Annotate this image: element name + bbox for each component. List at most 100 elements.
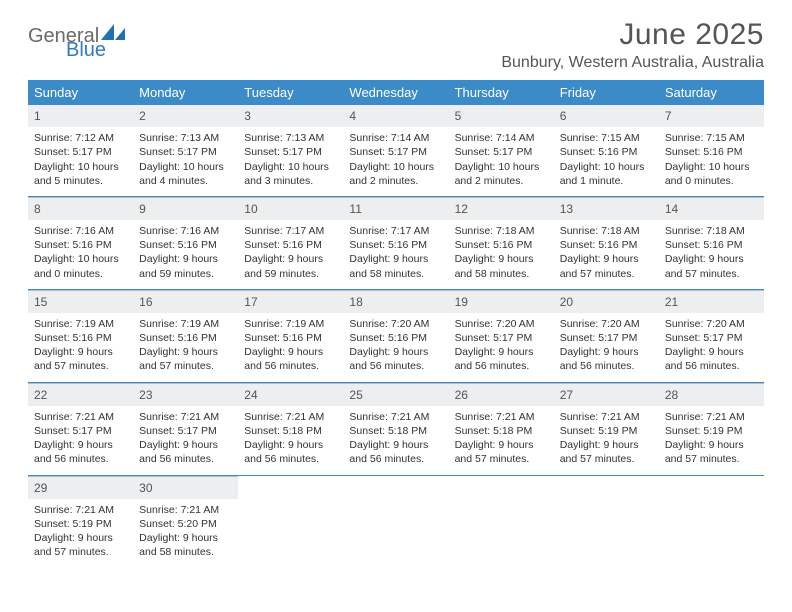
sunrise-text: Sunrise: 7:19 AM bbox=[34, 317, 127, 331]
day-cell-empty bbox=[238, 476, 343, 566]
day-body: Sunrise: 7:12 AMSunset: 5:17 PMDaylight:… bbox=[28, 131, 133, 188]
daylight-text: Daylight: 9 hours and 58 minutes. bbox=[139, 531, 232, 559]
daylight-text: Daylight: 9 hours and 56 minutes. bbox=[560, 345, 653, 373]
sunrise-text: Sunrise: 7:21 AM bbox=[34, 503, 127, 517]
day-cell: 3 Sunrise: 7:13 AMSunset: 5:17 PMDaylight… bbox=[238, 105, 343, 194]
daylight-text: Daylight: 10 hours and 2 minutes. bbox=[349, 160, 442, 188]
daylight-text: Daylight: 9 hours and 57 minutes. bbox=[665, 438, 758, 466]
daylight-text: Daylight: 9 hours and 57 minutes. bbox=[34, 345, 127, 373]
daylight-text: Daylight: 9 hours and 56 minutes. bbox=[34, 438, 127, 466]
day-cell: 13 Sunrise: 7:18 AMSunset: 5:16 PMDayligh… bbox=[554, 197, 659, 287]
day-body: Sunrise: 7:21 AMSunset: 5:18 PMDaylight:… bbox=[343, 410, 448, 467]
day-cell: 23Sunrise: 7:21 AMSunset: 5:17 PMDayligh… bbox=[133, 383, 238, 473]
day-number: 18 bbox=[343, 291, 448, 313]
weekday-header: Thursday bbox=[449, 80, 554, 105]
day-cell: 5Sunrise: 7:14 AMSunset: 5:17 PMDaylight… bbox=[449, 105, 554, 194]
sunrise-text: Sunrise: 7:19 AM bbox=[139, 317, 232, 331]
day-body: Sunrise: 7:13 AMSunset: 5:17 PMDaylight:… bbox=[238, 131, 343, 188]
day-cell: 19Sunrise: 7:20 AMSunset: 5:17 PMDayligh… bbox=[449, 290, 554, 380]
sunrise-text: Sunrise: 7:20 AM bbox=[560, 317, 653, 331]
sunrise-text: Sunrise: 7:18 AM bbox=[560, 224, 653, 238]
day-number: 30 bbox=[133, 477, 238, 499]
daylight-text: Daylight: 10 hours and 2 minutes. bbox=[455, 160, 548, 188]
daylight-text: Daylight: 10 hours and 1 minute. bbox=[560, 160, 653, 188]
sunset-text: Sunset: 5:17 PM bbox=[139, 424, 232, 438]
weekday-header: Saturday bbox=[659, 80, 764, 105]
sunset-text: Sunset: 5:17 PM bbox=[560, 331, 653, 345]
sunrise-text: Sunrise: 7:21 AM bbox=[349, 410, 442, 424]
sunrise-text: Sunrise: 7:12 AM bbox=[34, 131, 127, 145]
day-body: Sunrise: 7:13 AMSunset: 5:17 PMDaylight:… bbox=[133, 131, 238, 188]
day-number: 20 bbox=[554, 291, 659, 313]
page-title: June 2025 bbox=[501, 18, 764, 52]
day-cell-empty bbox=[554, 476, 659, 566]
sunset-text: Sunset: 5:16 PM bbox=[349, 238, 442, 252]
daylight-text: Daylight: 9 hours and 58 minutes. bbox=[455, 252, 548, 280]
daylight-text: Daylight: 9 hours and 56 minutes. bbox=[455, 345, 548, 373]
day-cell: 10Sunrise: 7:17 AMSunset: 5:16 PMDayligh… bbox=[238, 197, 343, 287]
sunrise-text: Sunrise: 7:21 AM bbox=[665, 410, 758, 424]
sunrise-text: Sunrise: 7:21 AM bbox=[139, 410, 232, 424]
sunrise-text: Sunrise: 7:21 AM bbox=[34, 410, 127, 424]
sunrise-text: Sunrise: 7:20 AM bbox=[665, 317, 758, 331]
sunrise-text: Sunrise: 7:21 AM bbox=[139, 503, 232, 517]
weekday-header: Monday bbox=[133, 80, 238, 105]
day-body: Sunrise: 7:17 AMSunset: 5:16 PMDaylight:… bbox=[343, 224, 448, 281]
day-number: 2 bbox=[133, 105, 238, 127]
day-body: Sunrise: 7:21 AMSunset: 5:19 PMDaylight:… bbox=[28, 503, 133, 560]
day-cell: 16Sunrise: 7:19 AMSunset: 5:16 PMDayligh… bbox=[133, 290, 238, 380]
daylight-text: Daylight: 9 hours and 56 minutes. bbox=[349, 438, 442, 466]
daylight-text: Daylight: 9 hours and 57 minutes. bbox=[560, 252, 653, 280]
day-body: Sunrise: 7:20 AMSunset: 5:17 PMDaylight:… bbox=[659, 317, 764, 374]
day-body: Sunrise: 7:21 AMSunset: 5:17 PMDaylight:… bbox=[28, 410, 133, 467]
sunrise-text: Sunrise: 7:21 AM bbox=[455, 410, 548, 424]
day-body: Sunrise: 7:21 AMSunset: 5:17 PMDaylight:… bbox=[133, 410, 238, 467]
daylight-text: Daylight: 9 hours and 56 minutes. bbox=[349, 345, 442, 373]
day-number: 26 bbox=[449, 384, 554, 406]
sunset-text: Sunset: 5:16 PM bbox=[139, 238, 232, 252]
day-body: Sunrise: 7:18 AMSunset: 5:16 PMDaylight:… bbox=[554, 224, 659, 281]
sunset-text: Sunset: 5:18 PM bbox=[455, 424, 548, 438]
day-cell: 20 Sunrise: 7:20 AMSunset: 5:17 PMDayligh… bbox=[554, 290, 659, 380]
sunset-text: Sunset: 5:17 PM bbox=[455, 331, 548, 345]
daylight-text: Daylight: 9 hours and 57 minutes. bbox=[455, 438, 548, 466]
week-row: 1Sunrise: 7:12 AMSunset: 5:17 PMDaylight… bbox=[28, 105, 764, 194]
calendar: Sunday Monday Tuesday Wednesday Thursday… bbox=[28, 80, 764, 565]
day-number: 3 bbox=[238, 105, 343, 127]
sunset-text: Sunset: 5:16 PM bbox=[34, 238, 127, 252]
day-body: Sunrise: 7:19 AMSunset: 5:16 PMDaylight:… bbox=[28, 317, 133, 374]
day-body: Sunrise: 7:18 AMSunset: 5:16 PMDaylight:… bbox=[449, 224, 554, 281]
daylight-text: Daylight: 9 hours and 59 minutes. bbox=[244, 252, 337, 280]
daylight-text: Daylight: 10 hours and 0 minutes. bbox=[34, 252, 127, 280]
daylight-text: Daylight: 9 hours and 57 minutes. bbox=[560, 438, 653, 466]
sunrise-text: Sunrise: 7:21 AM bbox=[560, 410, 653, 424]
day-cell: 11Sunrise: 7:17 AMSunset: 5:16 PMDayligh… bbox=[343, 197, 448, 287]
weekday-header: Sunday bbox=[28, 80, 133, 105]
sunrise-text: Sunrise: 7:21 AM bbox=[244, 410, 337, 424]
week-row: 29 Sunrise: 7:21 AMSunset: 5:19 PMDayligh… bbox=[28, 476, 764, 566]
day-number: 13 bbox=[554, 198, 659, 220]
day-number: 21 bbox=[659, 291, 764, 313]
daylight-text: Daylight: 9 hours and 59 minutes. bbox=[139, 252, 232, 280]
day-cell: 9Sunrise: 7:16 AMSunset: 5:16 PMDaylight… bbox=[133, 197, 238, 287]
weekday-header: Friday bbox=[554, 80, 659, 105]
sunrise-text: Sunrise: 7:15 AM bbox=[560, 131, 653, 145]
daylight-text: Daylight: 9 hours and 57 minutes. bbox=[139, 345, 232, 373]
day-cell-empty bbox=[659, 476, 764, 566]
day-number: 29 bbox=[28, 477, 133, 499]
day-cell: 8Sunrise: 7:16 AMSunset: 5:16 PMDaylight… bbox=[28, 197, 133, 287]
day-number: 22 bbox=[28, 384, 133, 406]
sunrise-text: Sunrise: 7:14 AM bbox=[349, 131, 442, 145]
day-body: Sunrise: 7:18 AMSunset: 5:16 PMDaylight:… bbox=[659, 224, 764, 281]
day-cell: 7Sunrise: 7:15 AMSunset: 5:16 PMDaylight… bbox=[659, 105, 764, 194]
day-cell-empty bbox=[343, 476, 448, 566]
daylight-text: Daylight: 9 hours and 58 minutes. bbox=[349, 252, 442, 280]
day-cell: 29 Sunrise: 7:21 AMSunset: 5:19 PMDayligh… bbox=[28, 476, 133, 566]
day-number: 12 bbox=[449, 198, 554, 220]
weekday-header-row: Sunday Monday Tuesday Wednesday Thursday… bbox=[28, 80, 764, 105]
sunrise-text: Sunrise: 7:18 AM bbox=[665, 224, 758, 238]
day-cell: 1Sunrise: 7:12 AMSunset: 5:17 PMDaylight… bbox=[28, 105, 133, 194]
sunset-text: Sunset: 5:16 PM bbox=[665, 145, 758, 159]
day-number: 7 bbox=[659, 105, 764, 127]
weekday-header: Tuesday bbox=[238, 80, 343, 105]
